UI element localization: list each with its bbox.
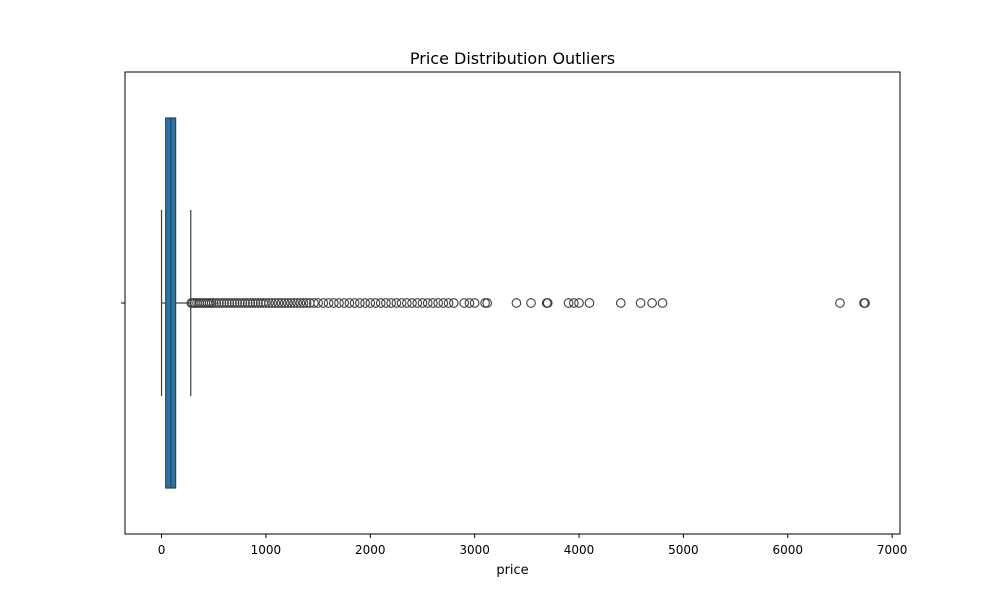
x-tick-label: 1000 <box>251 543 282 557</box>
outlier-point <box>365 298 376 308</box>
outlier-point <box>242 298 253 308</box>
outlier-point <box>344 298 355 308</box>
outlier-point <box>459 298 470 308</box>
outlier-point <box>480 298 490 308</box>
outlier-point <box>276 298 287 308</box>
outlier-point <box>401 298 412 308</box>
outlier-point <box>216 298 227 308</box>
outlier-point <box>417 298 428 308</box>
outlier-point <box>219 298 230 308</box>
outlier-point <box>568 298 579 308</box>
outlier-point <box>253 298 263 308</box>
outlier-point <box>396 298 407 308</box>
x-tick-label: 0 <box>158 543 166 557</box>
outlier-point <box>270 298 281 308</box>
outlier-point <box>482 298 493 308</box>
plot-area <box>160 117 870 489</box>
outlier-point <box>232 298 243 308</box>
outlier-point <box>227 298 237 308</box>
x-tick-label: 3000 <box>459 543 490 557</box>
outlier-point <box>443 298 454 308</box>
outlier-point <box>237 298 248 308</box>
outlier-point <box>542 298 553 308</box>
outlier-point <box>334 298 344 308</box>
outlier-point <box>224 298 235 308</box>
outlier-point <box>245 298 256 308</box>
outlier-point <box>354 298 365 308</box>
outlier-point <box>860 298 870 308</box>
outlier-point <box>286 298 296 308</box>
outlier-point <box>208 298 219 308</box>
outlier-point <box>301 298 312 308</box>
outlier-point <box>574 298 584 308</box>
outlier-point <box>323 298 334 308</box>
outlier-point <box>229 298 240 308</box>
outlier-point <box>469 298 480 308</box>
outlier-point <box>273 298 284 308</box>
x-axis-label: price <box>496 563 528 578</box>
x-tick-label: 5000 <box>668 543 699 557</box>
outlier-point <box>360 298 370 308</box>
outlier-point <box>386 298 397 308</box>
x-tick-label: 6000 <box>773 543 804 557</box>
outlier-point <box>422 298 433 308</box>
outlier-point <box>221 298 232 308</box>
outlier-point <box>391 298 402 308</box>
outlier-point <box>264 298 274 308</box>
outlier-point <box>464 298 475 308</box>
outlier-point <box>584 298 595 308</box>
x-tick-label: 2000 <box>355 543 386 557</box>
outlier-point <box>647 298 657 308</box>
outlier-point <box>240 298 250 308</box>
outlier-point <box>412 298 423 308</box>
outlier-point <box>563 298 574 308</box>
outlier-point <box>279 298 290 308</box>
outlier-point <box>248 298 258 308</box>
x-axis: 0 1000 2000 3000 4000 5000 6000 7000 <box>158 534 908 557</box>
outlier-point <box>289 298 299 308</box>
outlier-point <box>511 298 522 308</box>
outlier-point <box>407 298 417 308</box>
outlier-point <box>328 298 339 308</box>
outlier-point <box>339 298 350 308</box>
outlier-point <box>234 298 245 308</box>
outlier-point <box>835 298 845 308</box>
outlier-point <box>313 298 323 308</box>
outlier-point <box>349 298 360 308</box>
outlier-point <box>292 298 303 308</box>
outlier-point <box>295 298 306 308</box>
outlier-point <box>438 298 449 308</box>
chart-title: Price Distribution Outliers <box>410 49 615 68</box>
outlier-point <box>370 298 381 308</box>
outlier-point <box>318 298 329 308</box>
x-tick-label: 7000 <box>877 543 908 557</box>
outlier-point <box>211 298 222 308</box>
outlier-point <box>428 298 438 308</box>
outlier-point <box>381 298 391 308</box>
x-tick-label: 4000 <box>564 543 595 557</box>
outlier-point <box>635 298 646 308</box>
outlier-point <box>615 298 626 308</box>
outlier-point <box>298 298 309 308</box>
outlier-point <box>309 298 319 308</box>
outlier-point <box>433 298 443 308</box>
outlier-point <box>282 298 293 308</box>
outlier-point <box>657 298 668 308</box>
outlier-point <box>267 298 278 308</box>
outlier-point <box>261 298 271 308</box>
outlier-point <box>214 298 224 308</box>
outlier-point <box>375 298 386 308</box>
outlier-point <box>448 298 459 308</box>
outlier-point <box>250 298 261 308</box>
outlier-point <box>526 298 536 308</box>
